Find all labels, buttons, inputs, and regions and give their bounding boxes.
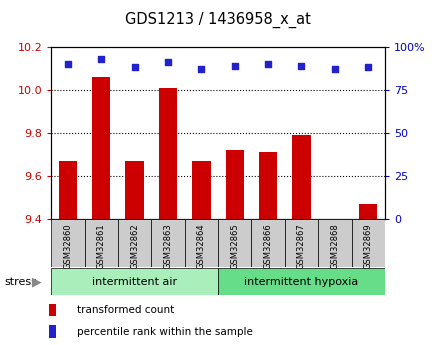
Bar bbox=[159, 88, 177, 219]
Bar bbox=[49, 325, 56, 338]
Point bbox=[98, 56, 105, 61]
Text: GSM32868: GSM32868 bbox=[330, 223, 340, 269]
Bar bbox=[226, 150, 244, 219]
Text: GSM32861: GSM32861 bbox=[97, 223, 106, 268]
Text: GSM32866: GSM32866 bbox=[263, 223, 273, 269]
Bar bbox=[118, 219, 151, 267]
Text: stress: stress bbox=[4, 277, 37, 286]
Bar bbox=[51, 219, 85, 267]
Point bbox=[165, 59, 172, 65]
Bar bbox=[352, 219, 385, 267]
Bar bbox=[359, 204, 377, 219]
Text: transformed count: transformed count bbox=[77, 305, 175, 315]
Bar bbox=[49, 304, 56, 316]
Text: GSM32869: GSM32869 bbox=[364, 223, 373, 268]
Bar bbox=[218, 219, 251, 267]
Bar bbox=[259, 152, 277, 219]
Bar bbox=[151, 219, 185, 267]
Text: GDS1213 / 1436958_x_at: GDS1213 / 1436958_x_at bbox=[125, 11, 311, 28]
Bar bbox=[185, 219, 218, 267]
Text: GSM32864: GSM32864 bbox=[197, 223, 206, 268]
Bar bbox=[292, 135, 311, 219]
Text: intermittent hypoxia: intermittent hypoxia bbox=[244, 277, 359, 286]
Bar bbox=[285, 219, 318, 267]
Point bbox=[131, 65, 138, 70]
Text: GSM32862: GSM32862 bbox=[130, 223, 139, 268]
Text: GSM32863: GSM32863 bbox=[163, 223, 173, 269]
Text: GSM32867: GSM32867 bbox=[297, 223, 306, 269]
Bar bbox=[92, 77, 110, 219]
Point bbox=[265, 61, 272, 67]
Text: percentile rank within the sample: percentile rank within the sample bbox=[77, 327, 253, 337]
Bar bbox=[251, 219, 285, 267]
Text: ▶: ▶ bbox=[32, 275, 42, 288]
Bar bbox=[318, 219, 352, 267]
Point bbox=[365, 65, 372, 70]
Bar bbox=[218, 268, 385, 295]
Point bbox=[198, 66, 205, 72]
Text: intermittent air: intermittent air bbox=[92, 277, 177, 286]
Point bbox=[332, 66, 339, 72]
Point bbox=[231, 63, 239, 68]
Bar bbox=[51, 268, 218, 295]
Point bbox=[298, 63, 305, 68]
Bar bbox=[59, 161, 77, 219]
Text: GSM32860: GSM32860 bbox=[63, 223, 73, 268]
Bar bbox=[192, 161, 210, 219]
Text: GSM32865: GSM32865 bbox=[230, 223, 239, 268]
Bar bbox=[125, 161, 144, 219]
Point bbox=[65, 61, 72, 67]
Bar bbox=[85, 219, 118, 267]
